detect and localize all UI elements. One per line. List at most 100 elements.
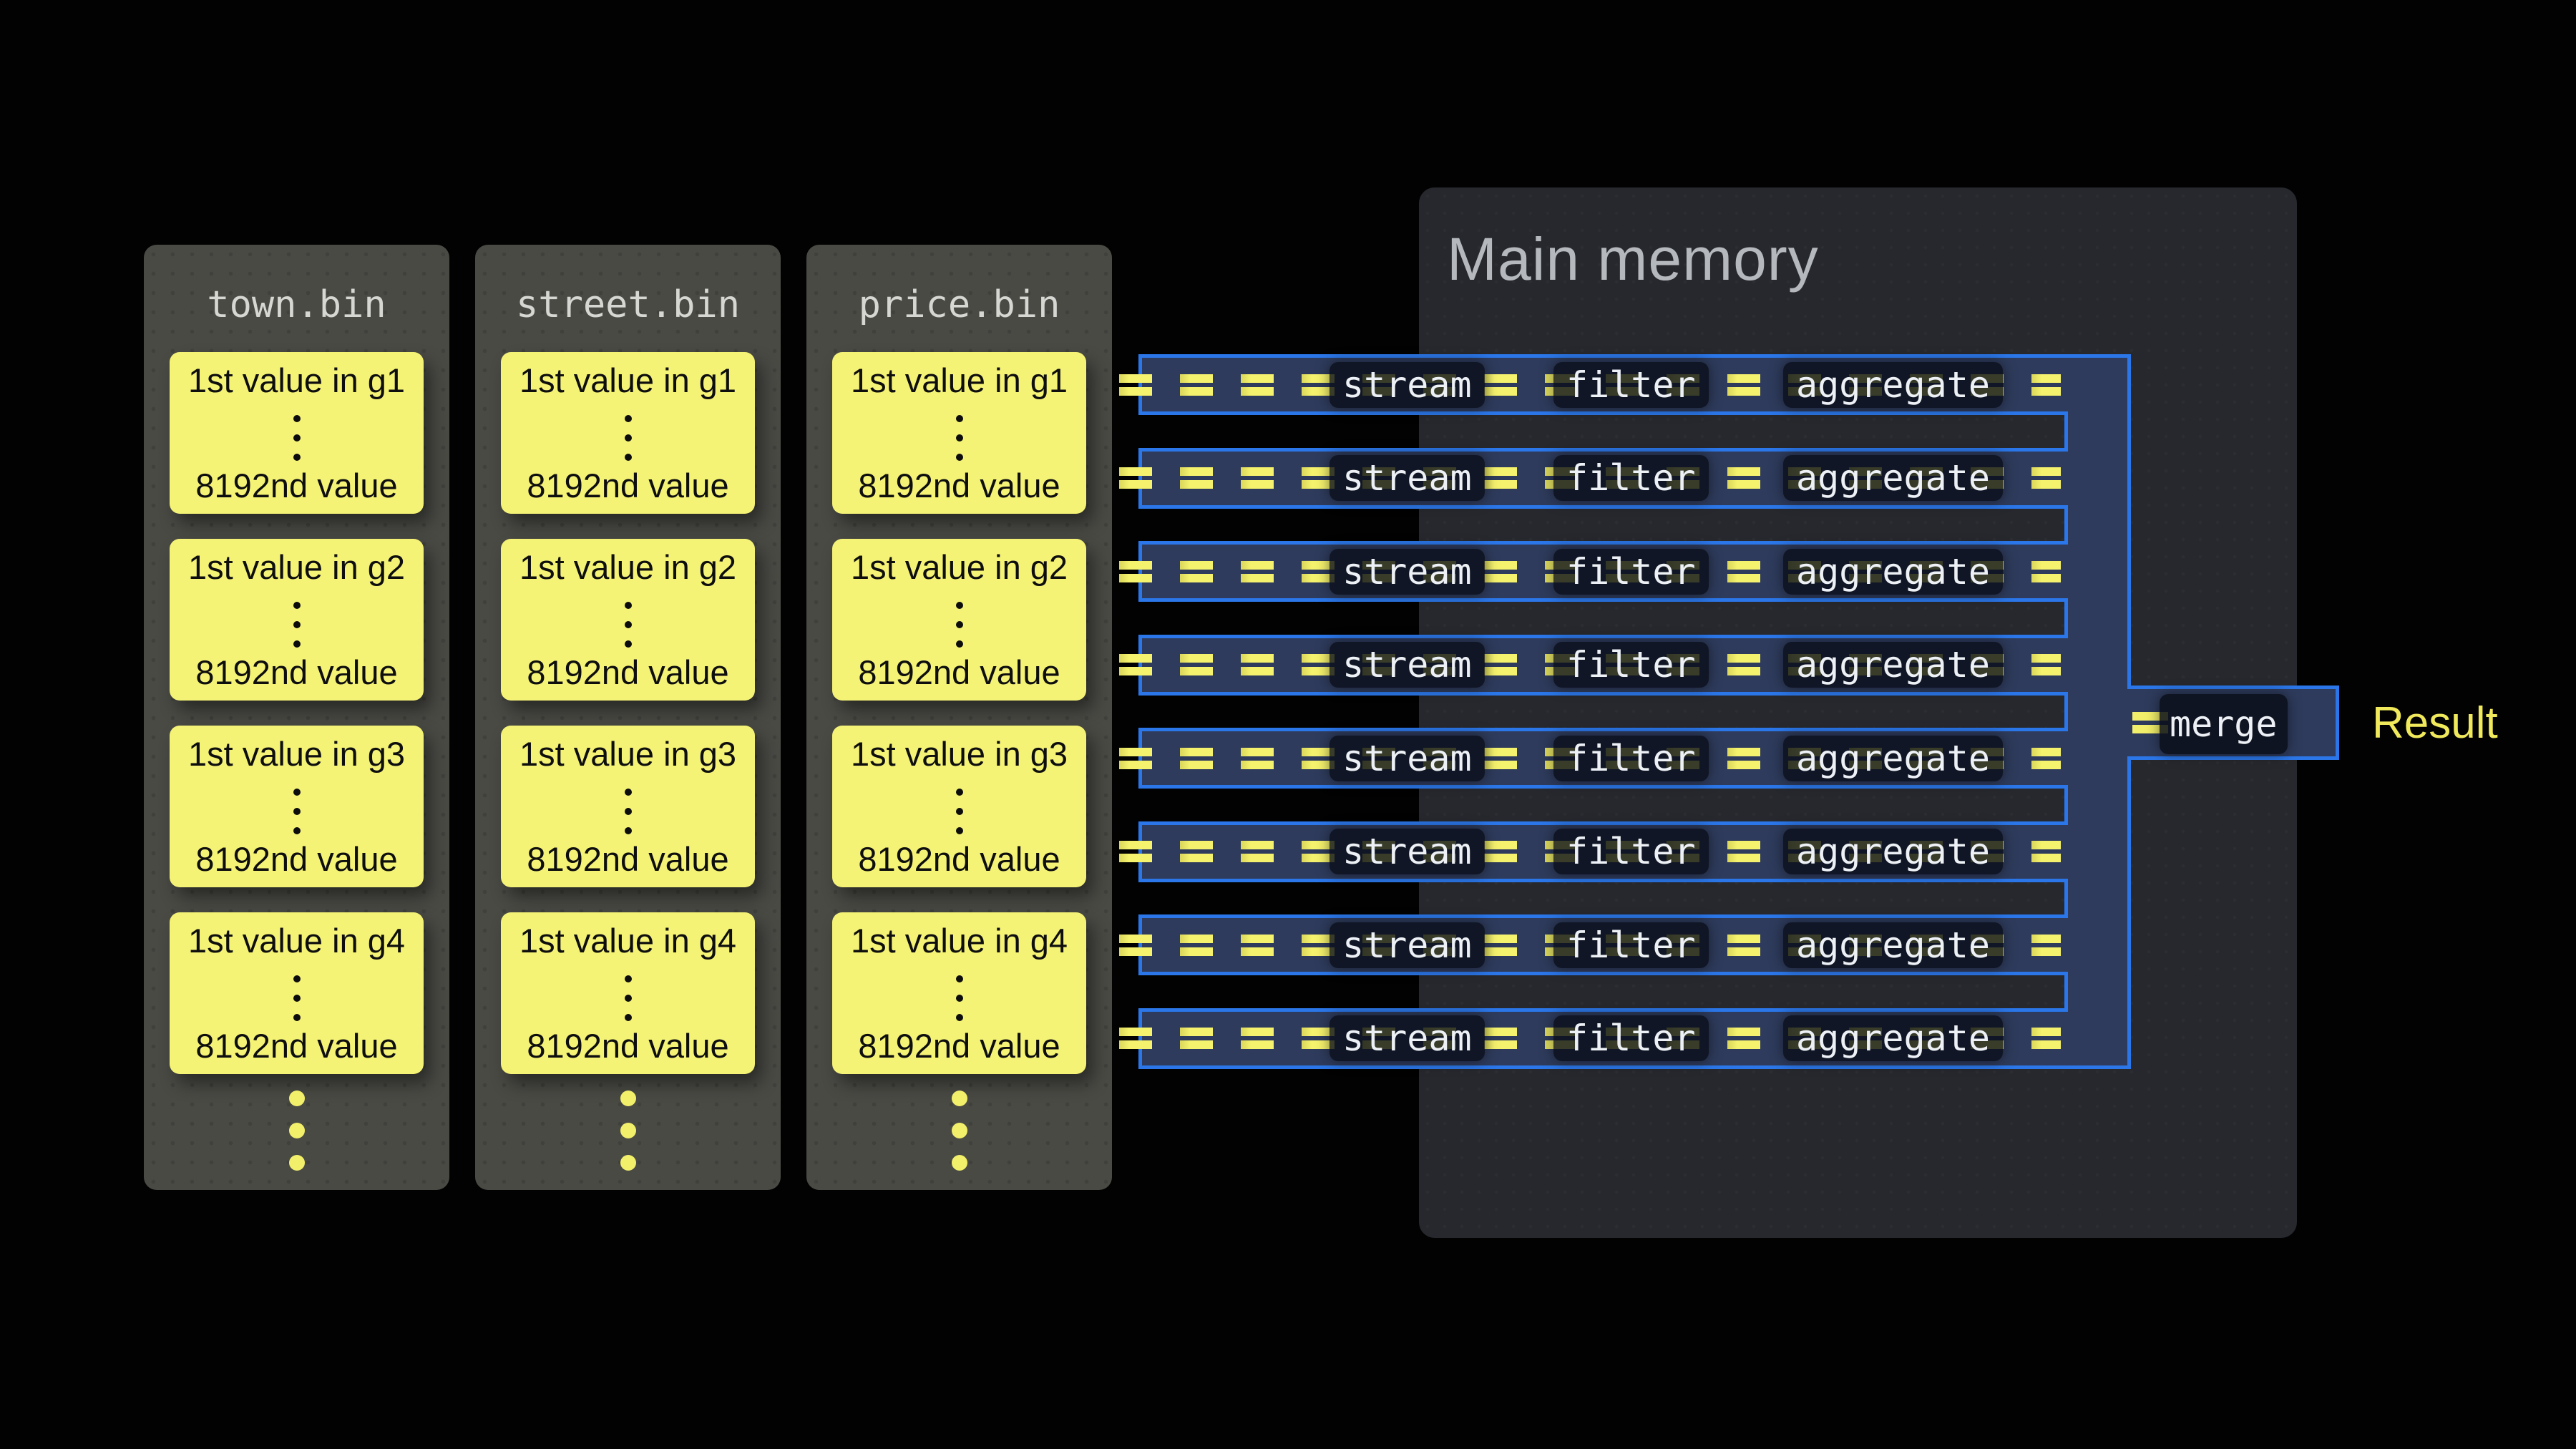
stream-label: stream (1342, 737, 1472, 779)
block-last-value: 8192nd value (858, 840, 1060, 878)
filter-box: filter (1553, 829, 1709, 874)
block-first-value: 1st value in g3 (187, 735, 406, 773)
pipeline-connector (1138, 695, 2068, 728)
aggregate-label: aggregate (1796, 364, 1990, 406)
pipeline-connector (1138, 882, 2068, 914)
column-ellipsis-icon (806, 1091, 1112, 1171)
filter-label: filter (1566, 644, 1696, 686)
filter-box: filter (1553, 922, 1709, 968)
aggregate-box: aggregate (1783, 361, 2003, 408)
block-first-value: 1st value in g2 (187, 548, 406, 586)
file-column: street.bin 1st value in g1 8192nd value … (475, 245, 781, 1190)
block-ellipsis-icon (170, 975, 424, 1021)
stream-box: stream (1330, 642, 1485, 688)
block-first-value: 1st value in g2 (850, 548, 1068, 586)
pipeline-row: stream filter aggregate (1119, 728, 2068, 789)
granule-block: 1st value in g1 8192nd value (501, 352, 755, 514)
pipeline-connector (1138, 508, 2068, 541)
block-first-value: 1st value in g4 (850, 922, 1068, 960)
stream-label: stream (1342, 364, 1472, 406)
merge-flow-dash-icon (2132, 712, 2168, 733)
block-ellipsis-icon (501, 415, 755, 461)
granule-block: 1st value in g2 8192nd value (832, 539, 1086, 701)
block-first-value: 1st value in g1 (850, 361, 1068, 399)
stream-box: stream (1330, 548, 1485, 595)
block-first-value: 1st value in g3 (519, 735, 737, 773)
granule-block: 1st value in g1 8192nd value (832, 352, 1086, 514)
pipeline-row: stream filter aggregate (1119, 447, 2068, 509)
granule-block: 1st value in g1 8192nd value (170, 352, 424, 514)
column-ellipsis-icon (144, 1091, 449, 1171)
filter-box: filter (1553, 548, 1709, 595)
column-title: town.bin (207, 283, 386, 326)
block-last-value: 8192nd value (527, 840, 729, 878)
aggregate-box: aggregate (1783, 642, 2003, 688)
filter-label: filter (1566, 457, 1696, 499)
granule-block: 1st value in g4 8192nd value (501, 912, 755, 1074)
pipeline-row: stream filter aggregate (1119, 1008, 2068, 1069)
block-ellipsis-icon (832, 789, 1086, 834)
pipeline-row: stream filter aggregate (1119, 634, 2068, 696)
stream-box: stream (1330, 455, 1485, 501)
block-first-value: 1st value in g2 (519, 548, 737, 586)
file-column: town.bin 1st value in g1 8192nd value 1s… (144, 245, 449, 1190)
block-ellipsis-icon (832, 602, 1086, 648)
block-last-value: 8192nd value (858, 467, 1060, 504)
filter-label: filter (1566, 550, 1696, 592)
pipeline-connector (1138, 789, 2068, 821)
pipeline-row: stream filter aggregate (1119, 354, 2068, 415)
aggregate-label: aggregate (1796, 737, 1990, 779)
column-ellipsis-icon (475, 1091, 781, 1171)
merge-band-junction (2121, 689, 2135, 756)
filter-box: filter (1553, 1015, 1709, 1061)
granule-block: 1st value in g3 8192nd value (832, 726, 1086, 887)
filter-label: filter (1566, 737, 1696, 779)
pipeline-connector (1138, 415, 2068, 448)
file-column: price.bin 1st value in g1 8192nd value 1… (806, 245, 1112, 1190)
main-memory-title: Main memory (1447, 225, 1819, 293)
filter-label: filter (1566, 924, 1696, 966)
aggregate-box: aggregate (1783, 455, 2003, 501)
granule-block: 1st value in g4 8192nd value (832, 912, 1086, 1074)
pipeline-connector (1138, 975, 2068, 1008)
pipeline-connector (1138, 602, 2068, 635)
block-last-value: 8192nd value (858, 653, 1060, 691)
block-first-value: 1st value in g1 (187, 361, 406, 399)
block-ellipsis-icon (501, 789, 755, 834)
stream-label: stream (1342, 831, 1472, 872)
block-last-value: 8192nd value (195, 653, 398, 691)
granule-block: 1st value in g3 8192nd value (501, 726, 755, 887)
merge-box: merge (2160, 694, 2288, 754)
granule-block: 1st value in g3 8192nd value (170, 726, 424, 887)
aggregate-label: aggregate (1796, 644, 1990, 686)
aggregate-label: aggregate (1796, 924, 1990, 966)
block-ellipsis-icon (832, 415, 1086, 461)
block-ellipsis-icon (170, 789, 424, 834)
block-last-value: 8192nd value (858, 1027, 1060, 1065)
stream-label: stream (1342, 924, 1472, 966)
block-ellipsis-icon (501, 975, 755, 1021)
block-first-value: 1st value in g4 (519, 922, 737, 960)
stream-box: stream (1330, 922, 1485, 968)
block-first-value: 1st value in g3 (850, 735, 1068, 773)
filter-label: filter (1566, 1018, 1696, 1059)
aggregate-label: aggregate (1796, 550, 1990, 592)
pipeline-row: stream filter aggregate (1119, 914, 2068, 975)
block-ellipsis-icon (170, 602, 424, 648)
filter-box: filter (1553, 455, 1709, 501)
stream-box: stream (1330, 1015, 1485, 1061)
filter-box: filter (1553, 735, 1709, 781)
aggregate-box: aggregate (1783, 829, 2003, 874)
block-first-value: 1st value in g4 (187, 922, 406, 960)
block-last-value: 8192nd value (527, 653, 729, 691)
aggregate-box: aggregate (1783, 548, 2003, 595)
filter-label: filter (1566, 831, 1696, 872)
aggregate-box: aggregate (1783, 922, 2003, 968)
aggregate-label: aggregate (1796, 1018, 1990, 1059)
merge-label: merge (2170, 703, 2278, 745)
block-last-value: 8192nd value (195, 1027, 398, 1065)
granule-block: 1st value in g4 8192nd value (170, 912, 424, 1074)
granule-block: 1st value in g2 8192nd value (501, 539, 755, 701)
filter-box: filter (1553, 361, 1709, 408)
